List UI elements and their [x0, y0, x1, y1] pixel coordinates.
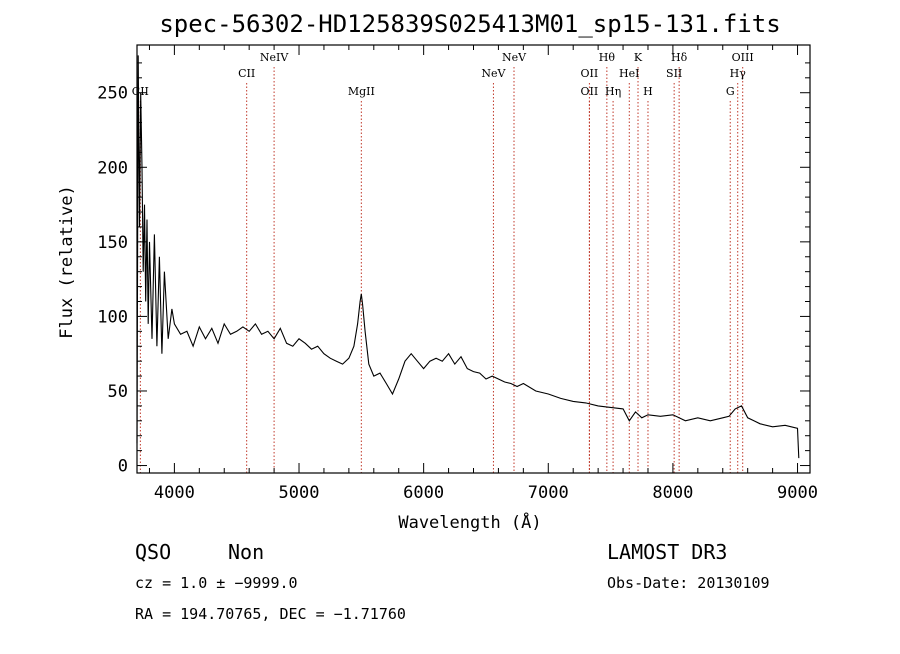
survey-name: LAMOST DR3 [607, 540, 727, 564]
emission-line-markers [139, 67, 744, 473]
y-tick-label: 200 [97, 158, 128, 178]
emission-line-label: SII [666, 67, 682, 80]
y-tick-label: 100 [97, 307, 128, 327]
emission-line-label: CII [238, 67, 255, 80]
y-tick-label: 0 [118, 457, 128, 477]
emission-line-label: OII [581, 67, 599, 80]
chart-title: spec-56302-HD125839S025413M01_sp15-131.f… [159, 10, 780, 38]
object-subclass: Non [228, 540, 264, 564]
x-tick-label: 6000 [403, 483, 444, 503]
emission-line-label: CII [132, 85, 149, 98]
redshift-readout: cz = 1.0 ± −9999.0 [135, 574, 298, 592]
emission-line-label: K [634, 51, 643, 64]
emission-line-label: G [726, 85, 735, 98]
x-tick-label: 4000 [154, 483, 195, 503]
emission-line-label: Hγ [730, 67, 747, 80]
observation-date: Obs-Date: 20130109 [607, 574, 770, 592]
emission-line-label: Hθ [599, 51, 616, 64]
emission-line-label: OII [581, 85, 599, 98]
x-tick-label: 7000 [528, 483, 569, 503]
x-axis-ticks: 4000 5000 6000 7000 8000 9000 [148, 45, 818, 503]
y-axis-label: Flux (relative) [57, 185, 77, 339]
emission-line-label: NeIV [260, 51, 289, 64]
y-tick-label: 150 [97, 233, 128, 253]
emission-line-label: MgII [348, 85, 375, 98]
y-axis-ticks: 0 50 100 150 200 250 [97, 62, 810, 477]
x-axis-label: Wavelength (Å) [398, 511, 541, 533]
coordinates-readout: RA = 194.70765, DEC = −1.71760 [135, 605, 406, 623]
emission-line-label: Hη [605, 85, 621, 98]
emission-line-label: HeI [619, 67, 639, 80]
y-tick-label: 50 [108, 382, 128, 402]
plot-frame [136, 44, 811, 474]
emission-line-label: NeV [502, 51, 527, 64]
object-class: QSO [135, 540, 171, 564]
spectrum-line [136, 55, 800, 459]
emission-line-label: Hδ [671, 51, 688, 64]
emission-line-label: OIII [732, 51, 754, 64]
emission-line-label: H [643, 85, 653, 98]
y-tick-label: 250 [97, 84, 128, 104]
x-tick-label: 5000 [279, 483, 320, 503]
emission-line-label: NeV [481, 67, 506, 80]
x-tick-label: 8000 [652, 483, 693, 503]
x-tick-label: 9000 [777, 483, 818, 503]
emission-line-labels: CIICIINeIVMgIINeVNeVOIIOIIHθHηHeIKHHδSII… [132, 51, 754, 98]
